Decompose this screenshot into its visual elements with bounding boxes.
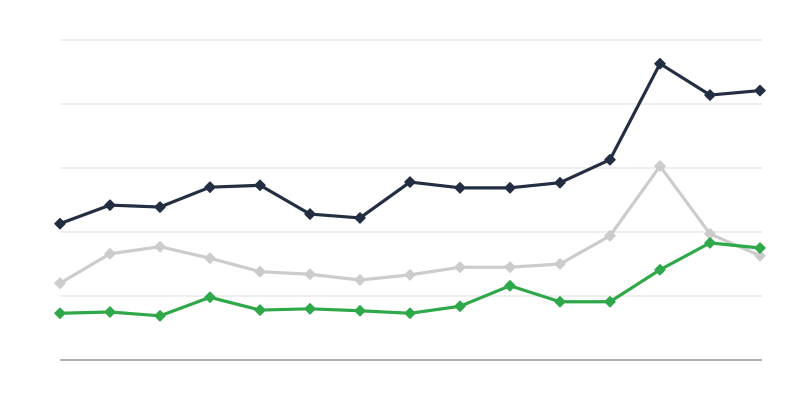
green-series-marker <box>354 304 366 317</box>
gray-series-marker <box>554 258 566 270</box>
gray-series-marker <box>204 252 216 264</box>
navy-series-marker <box>254 179 266 192</box>
green-series-marker <box>704 237 716 249</box>
navy-series-marker <box>404 176 416 188</box>
green-series-marker <box>54 307 66 320</box>
green-series-marker <box>404 307 416 320</box>
navy-series-marker <box>54 217 66 230</box>
navy-series-marker <box>754 84 766 97</box>
green-series-marker <box>154 310 166 322</box>
gray-series-marker <box>304 268 316 280</box>
navy-series-marker <box>304 208 316 220</box>
green-series-marker <box>304 303 316 315</box>
gray-series-marker <box>354 274 366 286</box>
gray-series-marker <box>254 265 266 278</box>
navy-series-marker <box>104 199 116 211</box>
navy-series-marker <box>154 201 166 213</box>
gray-series-marker <box>404 269 416 281</box>
green-series-marker <box>554 296 566 308</box>
gray-series-marker <box>54 277 66 289</box>
green-series-marker <box>604 296 616 308</box>
navy-series-marker <box>454 182 466 194</box>
navy-series-line <box>58 62 762 226</box>
green-series-marker <box>104 306 116 318</box>
gray-series-marker <box>154 240 166 253</box>
navy-series-marker <box>704 89 716 101</box>
gray-series-marker <box>704 228 716 240</box>
green-series-marker <box>454 300 466 312</box>
gray-series-marker <box>604 230 616 242</box>
navy-series-marker <box>654 57 666 70</box>
gray-series-marker <box>504 261 516 273</box>
gray-series-marker <box>454 261 466 273</box>
green-series-marker <box>204 291 216 304</box>
gray-series-marker <box>654 160 666 172</box>
green-series-marker <box>654 264 666 276</box>
gray-series-marker <box>104 248 116 260</box>
navy-series-marker <box>554 176 566 189</box>
green-series-marker <box>254 304 266 316</box>
navy-series-marker <box>354 212 366 224</box>
navy-series-marker <box>604 153 616 166</box>
green-series-marker <box>504 280 516 292</box>
green-series-marker <box>754 242 766 254</box>
navy-series-marker <box>204 181 216 193</box>
navy-series-marker <box>504 182 516 194</box>
